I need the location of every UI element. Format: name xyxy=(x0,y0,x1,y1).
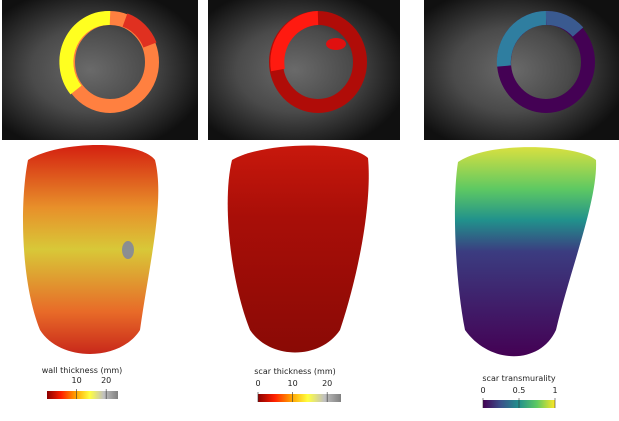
colorbar-tick-label: 0 xyxy=(255,379,260,388)
ring-segment xyxy=(496,10,547,67)
colorbar-tick-label: 20 xyxy=(101,376,111,385)
heart-mesh xyxy=(23,145,159,354)
heart-renders xyxy=(23,145,597,357)
ring-segment xyxy=(59,10,111,95)
colorbar-tick-label: 20 xyxy=(322,379,332,388)
colorbar-label: scar transmurality xyxy=(482,374,556,383)
colorbar-tick-label: 10 xyxy=(71,376,81,385)
colorbar xyxy=(47,391,118,399)
colorbar-tick-label: 0.5 xyxy=(513,386,526,395)
colorbar-tick-label: 1 xyxy=(552,386,557,395)
colorbar xyxy=(258,394,341,402)
colorbar-tick-label: 10 xyxy=(287,379,297,388)
mri-slices xyxy=(2,0,619,140)
scar-region xyxy=(326,38,346,50)
colorbar-tick-label: 0 xyxy=(480,386,485,395)
mesh-detail xyxy=(122,241,134,259)
colorbar-label: scar thickness (mm) xyxy=(254,367,335,376)
ring-segment xyxy=(122,13,157,48)
colorbar-label: wall thickness (mm) xyxy=(42,366,123,375)
ring-segment xyxy=(270,11,319,72)
heart-mesh xyxy=(227,145,369,353)
ring-segment xyxy=(545,11,584,37)
heart-mesh xyxy=(454,147,597,357)
